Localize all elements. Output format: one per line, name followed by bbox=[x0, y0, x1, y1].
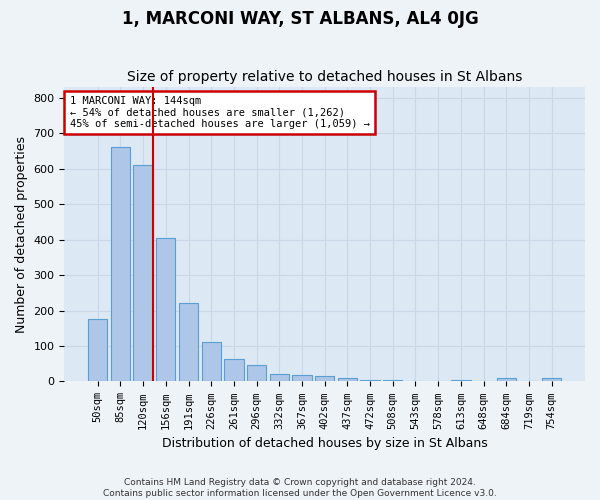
Bar bbox=[383, 380, 403, 382]
Bar bbox=[88, 320, 107, 382]
Title: Size of property relative to detached houses in St Albans: Size of property relative to detached ho… bbox=[127, 70, 523, 85]
Bar bbox=[292, 376, 311, 382]
Bar bbox=[179, 304, 198, 382]
Bar bbox=[156, 238, 175, 382]
Bar bbox=[315, 376, 334, 382]
Y-axis label: Number of detached properties: Number of detached properties bbox=[15, 136, 28, 332]
Text: 1 MARCONI WAY: 144sqm
← 54% of detached houses are smaller (1,262)
45% of semi-d: 1 MARCONI WAY: 144sqm ← 54% of detached … bbox=[70, 96, 370, 129]
X-axis label: Distribution of detached houses by size in St Albans: Distribution of detached houses by size … bbox=[162, 437, 488, 450]
Text: 1, MARCONI WAY, ST ALBANS, AL4 0JG: 1, MARCONI WAY, ST ALBANS, AL4 0JG bbox=[122, 10, 478, 28]
Bar bbox=[269, 374, 289, 382]
Bar bbox=[247, 365, 266, 382]
Bar bbox=[451, 380, 470, 382]
Bar bbox=[542, 378, 562, 382]
Bar bbox=[202, 342, 221, 382]
Bar bbox=[497, 378, 516, 382]
Bar bbox=[133, 165, 153, 382]
Bar bbox=[361, 380, 380, 382]
Text: Contains HM Land Registry data © Crown copyright and database right 2024.
Contai: Contains HM Land Registry data © Crown c… bbox=[103, 478, 497, 498]
Bar bbox=[338, 378, 357, 382]
Bar bbox=[111, 148, 130, 382]
Bar bbox=[224, 359, 244, 382]
